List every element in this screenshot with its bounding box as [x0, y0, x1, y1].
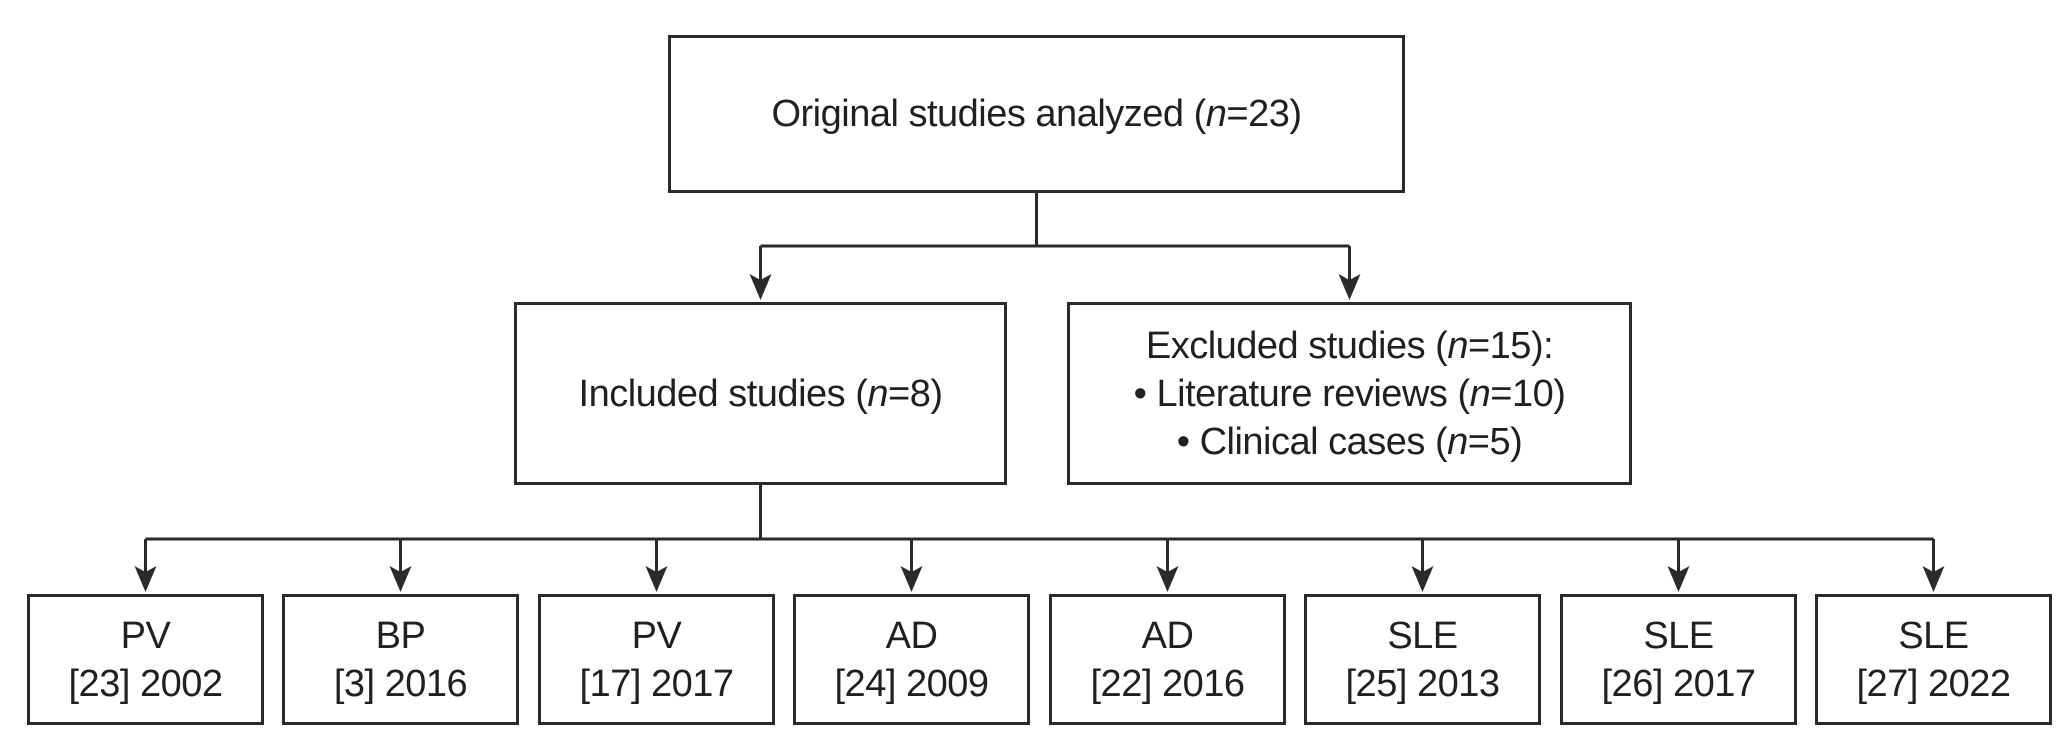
label-text: • Literature reviews ( [1133, 372, 1470, 415]
node-study-sle-27: SLE [27] 2022 [1815, 594, 2052, 725]
study-ref-year: [27] 2022 [1856, 662, 2011, 705]
node-study-pv-23: PV [23] 2002 [27, 594, 264, 725]
arrowhead-icon [1156, 566, 1179, 592]
arrowhead-icon [1667, 566, 1690, 592]
study-ref-year: [25] 2013 [1345, 662, 1500, 705]
edge-included-split [145, 485, 1934, 541]
node-study-bp-3: BP [3] 2016 [282, 594, 519, 725]
node-label: Excluded studies (n=15): [1145, 322, 1554, 370]
study-abbr: SLE [1643, 614, 1714, 657]
italic-n: n [1469, 372, 1491, 415]
study-abbr: BP [375, 614, 426, 657]
italic-n: n [1447, 420, 1468, 463]
node-label: Original studies analyzed (n=23) [771, 90, 1302, 138]
study-abbr: SLE [1387, 614, 1458, 657]
italic-n: n [867, 372, 888, 415]
label-text: =5) [1467, 420, 1523, 463]
node-study-ad-22: AD [22] 2016 [1049, 594, 1286, 725]
node-excluded-studies: Excluded studies (n=15): • Literature re… [1067, 302, 1632, 485]
arrowhead-icon [900, 566, 923, 592]
study-abbr: AD [1141, 614, 1194, 657]
arrowhead-icon [645, 566, 668, 592]
edge-branch-stubs [144, 539, 1935, 573]
study-ref-year: [22] 2016 [1090, 662, 1245, 705]
study-abbr: SLE [1898, 614, 1969, 657]
label-text: =10) [1490, 372, 1566, 415]
italic-n: n [1447, 324, 1468, 367]
label-text: =8) [888, 372, 943, 415]
label-text: Original studies analyzed ( [771, 93, 1206, 135]
node-study-pv-17: PV [17] 2017 [538, 594, 775, 725]
node-original-studies: Original studies analyzed (n=23) [668, 35, 1405, 193]
label-text: =15): [1467, 324, 1554, 367]
node-study-sle-26: SLE [26] 2017 [1560, 594, 1797, 725]
study-ref-year: [26] 2017 [1601, 662, 1756, 705]
arrowhead-icon [389, 566, 412, 592]
node-bullet-line: • Literature reviews (n=10) [1134, 370, 1566, 418]
label-text: • Clinical cases ( [1176, 420, 1448, 463]
node-study-sle-25: SLE [25] 2013 [1304, 594, 1541, 725]
arrowhead-icon [1338, 274, 1361, 300]
arrowheads [134, 274, 1945, 592]
study-abbr: PV [631, 614, 682, 657]
study-abbr: AD [885, 614, 938, 657]
node-bullet-line: • Clinical cases (n=5) [1177, 418, 1523, 466]
study-ref-year: [23] 2002 [68, 662, 223, 705]
arrowhead-icon [1922, 566, 1945, 592]
node-study-ad-24: AD [24] 2009 [793, 594, 1030, 725]
arrowhead-icon [134, 566, 157, 592]
study-ref-year: [24] 2009 [834, 662, 989, 705]
italic-n: n [1205, 93, 1227, 135]
node-included-studies: Included studies (n=8) [514, 302, 1007, 485]
study-abbr: PV [120, 614, 171, 657]
study-ref-year: [17] 2017 [579, 662, 734, 705]
node-label: Included studies (n=8) [579, 370, 943, 418]
study-ref-year: [3] 2016 [333, 662, 468, 705]
label-text: =23) [1226, 93, 1302, 135]
arrowhead-icon [749, 274, 772, 300]
label-text: Included studies ( [578, 372, 868, 415]
label-text: Excluded studies ( [1145, 324, 1448, 367]
edge-root-split [759, 193, 1351, 281]
arrowhead-icon [1411, 566, 1434, 592]
